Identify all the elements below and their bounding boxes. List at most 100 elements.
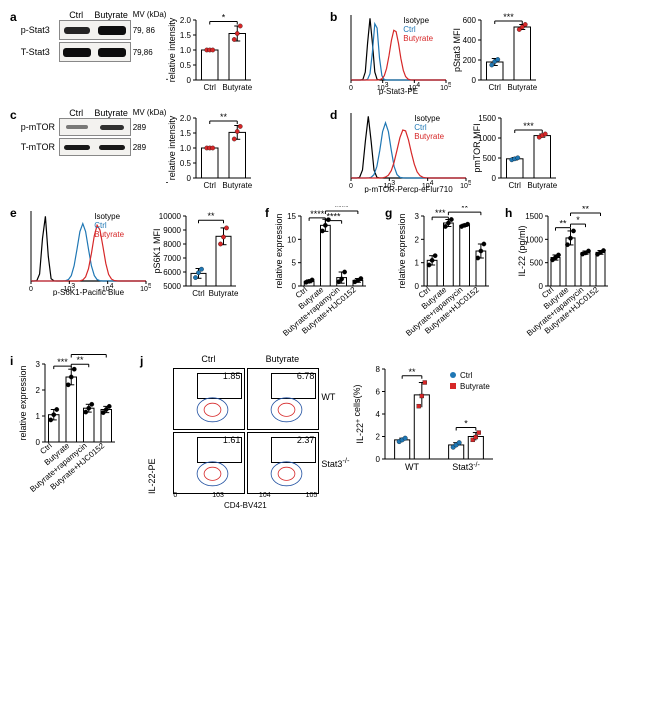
svg-text:2: 2 bbox=[36, 386, 41, 395]
svg-text:0: 0 bbox=[187, 76, 192, 85]
panel-f-label: f bbox=[265, 206, 269, 220]
svg-text:Ctrl: Ctrl bbox=[94, 221, 107, 230]
svg-text:p-mTOR-Percp-eFlur710: p-mTOR-Percp-eFlur710 bbox=[365, 185, 454, 193]
panel-a: a CtrlButyrateMV (kDa)p-Stat379, 86T-Sta… bbox=[10, 10, 330, 100]
svg-text:Ctrl: Ctrl bbox=[204, 83, 217, 92]
svg-text:Butyrate: Butyrate bbox=[223, 83, 253, 92]
svg-text:**: ** bbox=[207, 211, 215, 221]
svg-text:****: **** bbox=[335, 206, 350, 212]
svg-text:relative expression: relative expression bbox=[274, 213, 284, 288]
svg-text:600: 600 bbox=[463, 16, 477, 25]
svg-text:Ctrl: Ctrl bbox=[415, 123, 428, 132]
panel-b: b 0103 104 105 p-Stat3-PEIsotypeCtrlButy… bbox=[330, 10, 640, 100]
svg-text:Butyrate: Butyrate bbox=[508, 83, 538, 92]
svg-text:1.0: 1.0 bbox=[180, 46, 192, 55]
svg-text:IL-22 (pg/ml): IL-22 (pg/ml) bbox=[517, 225, 527, 276]
svg-text:*: * bbox=[465, 419, 469, 429]
svg-text:2.0: 2.0 bbox=[180, 114, 192, 123]
svg-text:***: *** bbox=[58, 357, 69, 367]
svg-text:500: 500 bbox=[530, 259, 544, 268]
svg-text:**: ** bbox=[220, 112, 228, 122]
svg-text:WT: WT bbox=[405, 462, 419, 472]
svg-text:6000: 6000 bbox=[163, 268, 181, 277]
svg-text:0: 0 bbox=[29, 286, 33, 293]
svg-text:0: 0 bbox=[187, 174, 192, 183]
svg-text:3: 3 bbox=[415, 212, 420, 221]
panel-b-hist: 0103 104 105 p-Stat3-PEIsotypeCtrlButyra… bbox=[341, 10, 451, 98]
svg-text:1000: 1000 bbox=[526, 235, 544, 244]
panel-g-label: g bbox=[385, 206, 392, 220]
svg-text:0: 0 bbox=[349, 183, 353, 190]
panel-a-blot: CtrlButyrateMV (kDa)p-Stat379, 86T-Stat3… bbox=[21, 10, 167, 64]
svg-text:Ctrl: Ctrl bbox=[460, 371, 473, 380]
svg-text:3: 3 bbox=[36, 360, 41, 369]
svg-text:7000: 7000 bbox=[163, 254, 181, 263]
panel-j: j CtrlButyrateWTStat3-/-1.85 6.78 1.61 2… bbox=[140, 354, 630, 510]
panel-g: g 0123CtrlButyrateButyrate+rapamycinButy… bbox=[385, 206, 505, 346]
svg-text:****: **** bbox=[310, 209, 325, 219]
svg-text:Isotype: Isotype bbox=[404, 16, 430, 25]
svg-text:***: *** bbox=[504, 12, 515, 22]
svg-text:15: 15 bbox=[287, 212, 296, 221]
svg-text:*: * bbox=[222, 13, 226, 23]
svg-text:Butyrate: Butyrate bbox=[415, 132, 445, 141]
svg-text:**: ** bbox=[461, 206, 469, 213]
svg-text:1500: 1500 bbox=[526, 212, 544, 221]
panel-d-chart: 050010001500CtrlButyrate***pmTOR MFI bbox=[471, 108, 566, 198]
svg-text:***: *** bbox=[84, 354, 95, 356]
svg-text:9000: 9000 bbox=[163, 226, 181, 235]
svg-text:Butyrate: Butyrate bbox=[460, 382, 490, 391]
svg-text:Ctrl: Ctrl bbox=[404, 25, 417, 34]
svg-text:5000: 5000 bbox=[163, 282, 181, 291]
svg-text:relative expression: relative expression bbox=[18, 365, 28, 440]
svg-text:0: 0 bbox=[376, 455, 381, 464]
panel-j-label: j bbox=[140, 354, 143, 368]
svg-text:Butyrate: Butyrate bbox=[208, 289, 238, 298]
panel-i: i 0123CtrlButyrateButyrate+rapamycinButy… bbox=[10, 354, 140, 504]
svg-text:200: 200 bbox=[463, 56, 477, 65]
panel-d: d 0103 104 105 p-mTOR-Percp-eFlur710Isot… bbox=[330, 108, 640, 198]
svg-text:1500: 1500 bbox=[479, 114, 497, 123]
svg-text:105: 105 bbox=[460, 180, 471, 190]
panel-h: h 050010001500CtrlButyrateButyrate+rapam… bbox=[505, 206, 625, 346]
svg-text:Stat3-/-: Stat3-/- bbox=[453, 462, 481, 472]
panel-h-label: h bbox=[505, 206, 512, 220]
svg-text:1: 1 bbox=[415, 259, 420, 268]
svg-text:***: *** bbox=[435, 208, 446, 218]
svg-text:relative expression: relative expression bbox=[397, 213, 407, 288]
panel-e-chart: 5000600070008000900010000CtrlButyrate**p… bbox=[151, 206, 246, 306]
svg-text:500: 500 bbox=[483, 154, 497, 163]
svg-text:1.5: 1.5 bbox=[180, 129, 192, 138]
panel-b-label: b bbox=[330, 10, 337, 24]
panel-j-cyto: CtrlButyrateWTStat3-/-1.85 6.78 1.61 2.3… bbox=[147, 354, 353, 510]
panel-h-chart: 050010001500CtrlButyrateButyrate+rapamyc… bbox=[516, 206, 616, 346]
panel-c-label: c bbox=[10, 108, 17, 122]
panel-e-hist: 0103 104 105 p-S6K1-Pacific BlueIsotypeC… bbox=[21, 206, 151, 299]
svg-text:10: 10 bbox=[287, 235, 296, 244]
panel-i-label: i bbox=[10, 354, 13, 368]
svg-text:**: ** bbox=[409, 367, 417, 377]
panel-g-chart: 0123CtrlButyrateButyrate+rapamycinButyra… bbox=[396, 206, 496, 346]
svg-text:0: 0 bbox=[36, 438, 41, 447]
svg-text:1.5: 1.5 bbox=[180, 31, 192, 40]
svg-text:IL-22+ cells(%): IL-22+ cells(%) bbox=[353, 384, 365, 443]
svg-text:p-Stat3-PE: p-Stat3-PE bbox=[379, 87, 418, 95]
svg-text:Butyrate: Butyrate bbox=[528, 181, 558, 190]
svg-text:400: 400 bbox=[463, 36, 477, 45]
svg-text:Isotype: Isotype bbox=[415, 114, 441, 123]
svg-text:0: 0 bbox=[349, 85, 353, 92]
svg-text:Ctrl: Ctrl bbox=[489, 83, 502, 92]
svg-text:0: 0 bbox=[492, 174, 497, 183]
svg-text:pS6K1 MFI: pS6K1 MFI bbox=[152, 228, 162, 273]
panel-b-chart: 0200400600CtrlButyrate***pStat3 MFI bbox=[451, 10, 546, 100]
panel-i-chart: 0123CtrlButyrateButyrate+rapamycinButyra… bbox=[17, 354, 122, 504]
svg-text:0: 0 bbox=[472, 76, 477, 85]
panel-d-hist: 0103 104 105 p-mTOR-Percp-eFlur710Isotyp… bbox=[341, 108, 471, 196]
panel-j-chart: 02468WTStat3-/- ***CtrlButyrateIL-22+ ce… bbox=[353, 354, 503, 484]
svg-text:6: 6 bbox=[376, 388, 381, 397]
svg-text:Ctrl: Ctrl bbox=[204, 181, 217, 190]
svg-text:pmTOR MFI: pmTOR MFI bbox=[472, 123, 482, 172]
svg-text:10000: 10000 bbox=[158, 212, 181, 221]
panel-e-label: e bbox=[10, 206, 17, 220]
svg-text:relative intensity: relative intensity bbox=[167, 17, 177, 82]
